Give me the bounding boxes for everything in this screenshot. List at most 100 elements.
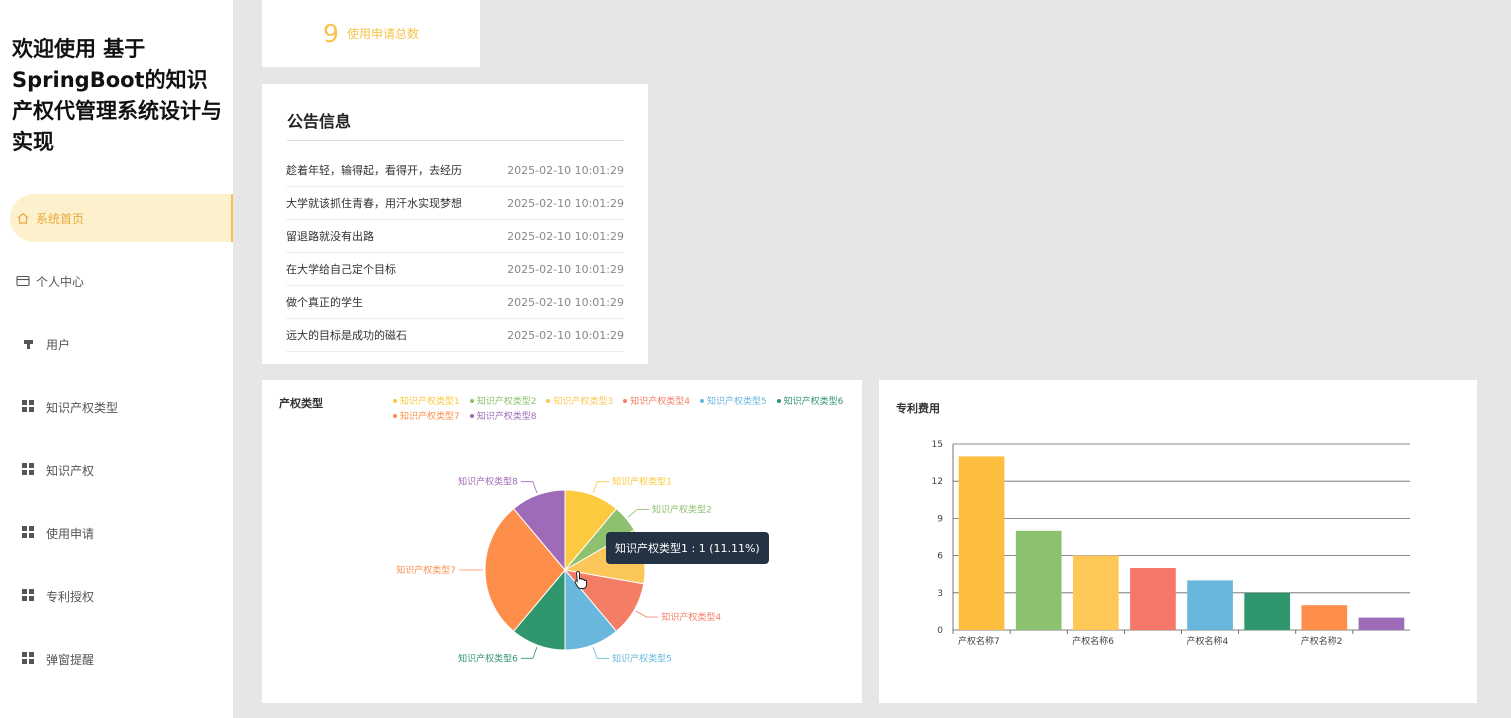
legend-item[interactable]: 知识产权类型8 [469, 409, 537, 422]
legend-item[interactable]: 知识产权类型1 [393, 394, 460, 407]
sidebar-item-patent-auth[interactable]: 专利授权 [0, 572, 233, 620]
notice-date: 2025-02-10 10:01:29 [507, 295, 624, 309]
bar-chart-panel: 专利费用 0 3 6 9 12 15 产权名称7 产权名称6 产权名称4 产权名称2 [879, 380, 1477, 703]
notice-row[interactable]: 趁着年轻，输得起，看得开，去经历 2025-02-10 10:01:29 [286, 154, 624, 187]
notice-text: 做个真正的学生 [286, 296, 363, 309]
sidebar-item-popup-reminder[interactable]: 弹窗提醒 [0, 635, 233, 683]
stat-label: 使用申请总数 [346, 27, 419, 41]
sidebar-item-label: 知识产权 [46, 463, 95, 478]
legend-item[interactable]: 知识产权类型5 [699, 394, 767, 407]
sidebar: 欢迎使用 基于SpringBoot的知识产权代管理系统设计与实现 系统首页 个人… [0, 0, 233, 718]
notice-date: 2025-02-10 10:01:29 [507, 328, 624, 342]
bar[interactable] [1015, 530, 1062, 630]
pie-chart-panel: 产权类型 知识产权类型1 知识产权类型2 知识产权类型3 知识产权类型4 知识产权类型5… [262, 380, 862, 703]
pie-label-line [592, 646, 610, 659]
sidebar-item-user[interactable]: 用户 [0, 320, 233, 368]
y-tick-label: 9 [937, 514, 943, 524]
legend-label: 知识产权类型1 [400, 397, 460, 407]
pie-chart-title: 产权类型 [279, 397, 323, 410]
bar-chart: 0 3 6 9 12 15 产权名称7 产权名称6 产权名称4 产权名称2 [932, 440, 1410, 647]
legend-item[interactable]: 知识产权类型6 [776, 394, 844, 407]
bar[interactable] [1358, 617, 1405, 630]
sidebar-item-label: 用户 [46, 337, 71, 352]
legend-label: 知识产权类型6 [783, 397, 844, 407]
notice-row[interactable]: 远大的目标是成功的磁石 2025-02-10 10:01:29 [286, 319, 624, 352]
pie-label-line [627, 509, 650, 518]
bar[interactable] [1072, 555, 1119, 630]
sidebar-item-profile[interactable]: 个人中心 [0, 257, 233, 305]
legend-label: 知识产权类型7 [400, 412, 460, 422]
bar[interactable] [1130, 568, 1176, 630]
legend-item[interactable]: 知识产权类型3 [546, 394, 613, 407]
notice-row[interactable]: 在大学给自己定个目标 2025-02-10 10:01:29 [286, 253, 624, 286]
legend-label: 知识产权类型4 [630, 397, 690, 407]
legend-label: 知识产权类型5 [706, 397, 767, 407]
notice-text: 远大的目标是成功的磁石 [286, 329, 407, 342]
chart-tooltip: 知识产权类型1 : 1 (11.11%) [606, 532, 769, 564]
bar[interactable] [958, 456, 1005, 630]
pie-slice-label: 知识产权类型7 [396, 564, 456, 576]
pie-slice[interactable] [484, 508, 566, 632]
y-tick-label: 6 [937, 552, 943, 562]
bar[interactable] [1244, 592, 1291, 630]
x-tick-label: 产权名称6 [1072, 635, 1114, 647]
pie-legend: 知识产权类型1 知识产权类型2 知识产权类型3 知识产权类型4 知识产权类型5 知识产权类… [393, 394, 863, 422]
app-title: 欢迎使用 基于SpringBoot的知识产权代管理系统设计与实现 [12, 37, 222, 154]
pie-label-line [520, 481, 538, 494]
legend-item[interactable]: 知识产权类型7 [393, 409, 460, 422]
user-icon [22, 337, 36, 351]
card-icon [16, 274, 30, 288]
grid-icon [22, 652, 36, 666]
sidebar-item-label: 弹窗提醒 [46, 652, 95, 667]
pie-slice-label: 知识产权类型2 [652, 504, 712, 516]
sidebar-item-label: 专利授权 [46, 589, 95, 604]
grid-icon [22, 400, 36, 414]
notice-text: 在大学给自己定个目标 [286, 263, 396, 276]
notice-date: 2025-02-10 10:01:29 [507, 262, 624, 276]
legend-marker [469, 413, 474, 418]
pie-slice-label: 知识产权类型4 [661, 611, 721, 623]
legend-marker [623, 398, 628, 403]
notice-text: 趁着年轻，输得起，看得开，去经历 [286, 164, 462, 177]
notice-row[interactable]: 大学就该抓住青春，用汗水实现梦想 2025-02-10 10:01:29 [286, 187, 624, 220]
x-tick-label: 产权名称4 [1187, 635, 1229, 647]
pie-label-line [592, 481, 610, 494]
bar[interactable] [1301, 605, 1348, 630]
bar[interactable] [1187, 580, 1233, 630]
notice-date: 2025-02-10 10:01:29 [507, 196, 624, 210]
y-tick-label: 15 [932, 440, 943, 450]
y-tick-label: 12 [932, 477, 943, 487]
pie-slice[interactable] [512, 489, 566, 572]
sidebar-item-label: 知识产权类型 [46, 400, 119, 415]
sidebar-item-ip[interactable]: 知识产权 [0, 446, 233, 494]
pie-slice-label: 知识产权类型5 [612, 652, 672, 664]
sidebar-item-label: 个人中心 [36, 274, 85, 289]
legend-marker [699, 398, 704, 403]
sidebar-item-label: 使用申请 [46, 526, 95, 541]
x-tick-label: 产权名称2 [1301, 635, 1343, 647]
stat-value: 9 [323, 19, 339, 48]
sidebar-item-usage-request[interactable]: 使用申请 [0, 509, 233, 557]
home-icon [16, 211, 30, 225]
legend-label: 知识产权类型8 [476, 412, 537, 422]
notice-date: 2025-02-10 10:01:29 [507, 229, 624, 243]
notice-row[interactable]: 留退路就没有出路 2025-02-10 10:01:29 [286, 220, 624, 253]
notice-text: 大学就该抓住青春，用汗水实现梦想 [286, 197, 462, 210]
pie-slice-label: 知识产权类型8 [458, 476, 518, 488]
sidebar-item-home[interactable]: 系统首页 [10, 194, 233, 242]
legend-item[interactable]: 知识产权类型2 [469, 394, 536, 407]
notice-row[interactable]: 做个真正的学生 2025-02-10 10:01:29 [286, 286, 624, 319]
sidebar-item-ip-type[interactable]: 知识产权类型 [0, 383, 233, 431]
notice-panel: 公告信息 趁着年轻，输得起，看得开，去经历 2025-02-10 10:01:29… [262, 84, 648, 364]
legend-item[interactable]: 知识产权类型4 [623, 394, 690, 407]
legend-marker [546, 398, 551, 403]
legend-marker [393, 398, 397, 403]
legend-marker [469, 398, 474, 403]
pie-label-line [520, 646, 538, 659]
legend-marker [776, 398, 781, 403]
bar-chart-title: 专利费用 [896, 402, 940, 415]
y-tick-label: 3 [937, 589, 943, 599]
sidebar-item-label: 系统首页 [36, 211, 85, 226]
pie-slice-label: 知识产权类型6 [458, 652, 518, 664]
pie-label-line [635, 610, 659, 618]
